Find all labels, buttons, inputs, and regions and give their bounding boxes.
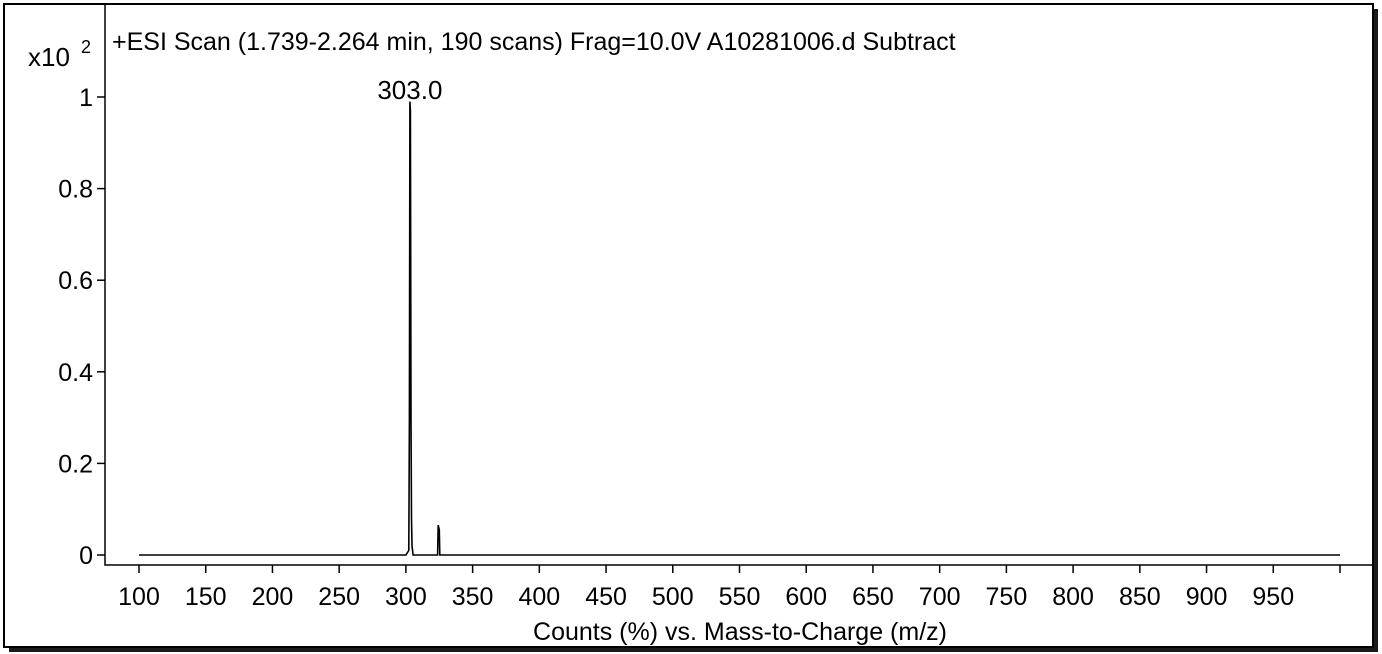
x-tick-label: 950 <box>1252 583 1294 611</box>
x-tick-label: 500 <box>652 583 694 611</box>
x-tick-label: 550 <box>719 583 761 611</box>
x-tick-label: 650 <box>852 583 894 611</box>
x-tick-label: 150 <box>185 583 227 611</box>
y-tick-label: 0.8 <box>58 176 93 204</box>
x-tick-label: 300 <box>385 583 427 611</box>
chart-frame <box>3 3 1374 648</box>
x-tick-label: 800 <box>1052 583 1094 611</box>
y-tick-label: 0.2 <box>58 450 93 478</box>
x-tick-label: 700 <box>919 583 961 611</box>
x-tick-label: 250 <box>318 583 360 611</box>
chart-title: +ESI Scan (1.739-2.264 min, 190 scans) F… <box>112 28 956 56</box>
x-tick-label: 450 <box>585 583 627 611</box>
y-tick-label: 0 <box>79 542 93 570</box>
axes-ticks: 100 150 200 250 300 350 400 450 500 550 600 650 700 7… <box>58 84 1341 611</box>
y-tick-label: 0.6 <box>58 267 93 295</box>
x-tick-label: 100 <box>118 583 160 611</box>
x-tick-label: 350 <box>452 583 494 611</box>
x-tick-label: 850 <box>1119 583 1161 611</box>
y-multiplier-exponent: 2 <box>81 37 91 57</box>
x-tick-label: 200 <box>252 583 294 611</box>
y-multiplier-label: x10 <box>28 42 70 72</box>
y-tick-label: 1 <box>79 84 93 112</box>
x-axis-label: Counts (%) vs. Mass-to-Charge (m/z) <box>533 618 947 646</box>
x-tick-label: 900 <box>1186 583 1228 611</box>
peak-labels: 303.0 <box>377 75 442 105</box>
y-tick-label: 0.4 <box>58 359 93 387</box>
x-tick-label: 750 <box>986 583 1028 611</box>
x-tick-label: 600 <box>785 583 827 611</box>
x-tick-label: 400 <box>518 583 560 611</box>
peak-label: 303.0 <box>377 75 442 105</box>
series-layer <box>139 101 1340 556</box>
spectrum-line <box>139 101 1340 556</box>
